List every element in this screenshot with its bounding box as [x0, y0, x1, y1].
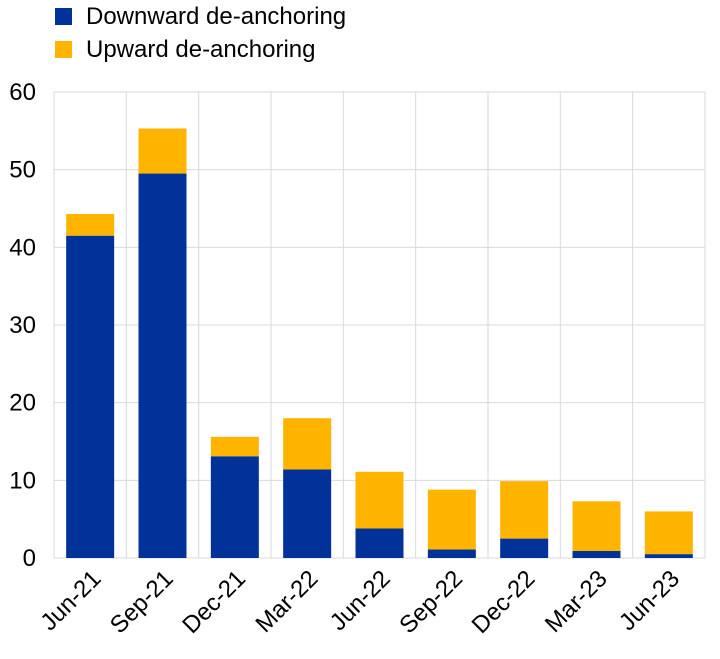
bar-downward-dec-21 [210, 456, 259, 558]
bar-upward-mar-22 [283, 418, 332, 470]
bar-upward-dec-21 [210, 436, 259, 457]
y-tick-label: 10 [9, 467, 36, 494]
y-tick-label: 0 [23, 545, 36, 572]
y-tick-label: 50 [9, 157, 36, 184]
legend-swatch-downward [55, 8, 72, 25]
bar-upward-dec-22 [500, 481, 549, 539]
y-tick-label: 40 [9, 234, 36, 261]
bar-upward-jun-22 [355, 471, 404, 529]
bar-upward-jun-23 [644, 511, 693, 555]
bar-downward-jun-22 [355, 528, 404, 558]
bar-upward-mar-23 [572, 501, 621, 552]
x-tick-label: Jun-21 [35, 565, 106, 636]
legend-label-upward: Upward de-anchoring [86, 36, 315, 63]
y-axis-ticks: 0 10 20 30 40 50 60 [9, 79, 36, 572]
chart-bars [66, 128, 693, 559]
x-tick-label: Sep-22 [394, 565, 468, 639]
y-tick-label: 20 [9, 390, 36, 417]
chart-legend: Downward de-anchoring Upward de-anchoring [55, 3, 346, 63]
x-tick-label: Mar-22 [251, 565, 324, 638]
x-tick-label: Jun-22 [325, 565, 396, 636]
bar-downward-sep-22 [427, 549, 476, 558]
bar-downward-dec-22 [500, 538, 549, 558]
bar-downward-jun-21 [66, 235, 115, 558]
x-tick-label: Dec-21 [177, 565, 251, 639]
bar-upward-sep-21 [138, 128, 187, 174]
bar-upward-sep-22 [427, 489, 476, 550]
legend-swatch-upward [55, 41, 72, 58]
y-tick-label: 60 [9, 79, 36, 106]
bar-downward-sep-21 [138, 173, 187, 559]
x-tick-label: Mar-23 [540, 565, 613, 638]
bar-downward-mar-23 [572, 551, 621, 558]
x-tick-label: Jun-23 [614, 565, 685, 636]
legend-label-downward: Downward de-anchoring [86, 3, 346, 30]
bar-downward-jun-23 [644, 554, 693, 558]
bar-downward-mar-22 [283, 469, 332, 558]
x-tick-label: Sep-21 [105, 565, 179, 639]
y-tick-label: 30 [9, 312, 36, 339]
bar-upward-jun-21 [66, 213, 115, 236]
x-tick-label: Dec-22 [467, 565, 541, 639]
